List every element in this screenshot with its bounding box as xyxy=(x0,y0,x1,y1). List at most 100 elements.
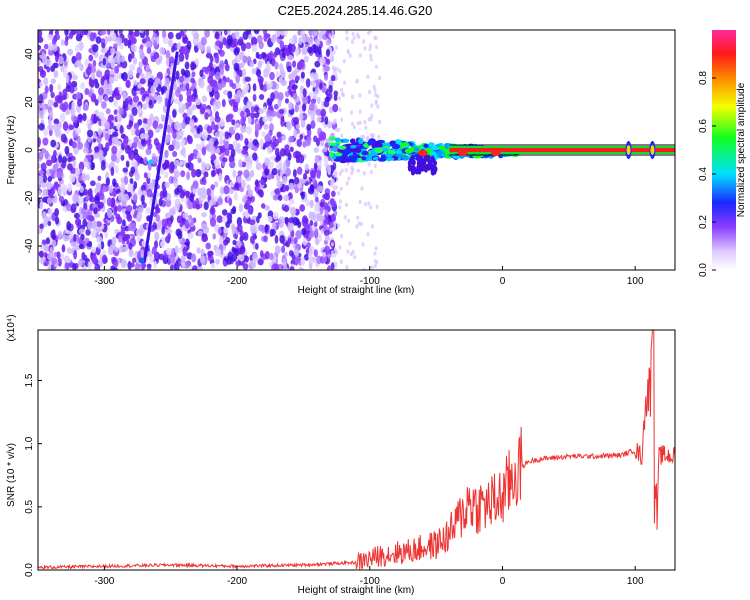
spectrogram-cell xyxy=(146,188,153,198)
spectrogram-cell xyxy=(255,242,259,250)
spectrogram-cell xyxy=(375,259,379,265)
spectrogram-cell xyxy=(48,42,54,51)
x-tick-label: -200 xyxy=(227,276,247,287)
spectrogram-cell xyxy=(266,146,273,155)
spectrogram-cell xyxy=(243,169,250,179)
spectrogram-cell xyxy=(274,30,281,38)
spectrogram-cell xyxy=(358,199,362,205)
spectrogram-cell xyxy=(103,79,108,89)
spectrogram-cell xyxy=(232,169,237,178)
spectrogram-cell xyxy=(234,122,240,129)
spectrogram-cell xyxy=(326,265,333,270)
spectrogram-cell xyxy=(151,178,156,187)
spectrogram-cell xyxy=(400,142,410,147)
spectrogram-cell xyxy=(311,81,317,88)
spectrogram-cell xyxy=(107,208,113,219)
spectrogram-cell xyxy=(169,264,174,270)
spectrogram-cell xyxy=(145,71,152,78)
spectrogram-cell xyxy=(363,202,367,207)
spectrogram-cell xyxy=(318,82,323,90)
spectrogram-cell xyxy=(267,98,273,105)
spectrogram-cell xyxy=(284,47,291,57)
x-tick-label: -300 xyxy=(94,576,114,587)
spectrogram-cell xyxy=(261,224,266,234)
spectrogram-cell xyxy=(98,149,104,158)
spectrogram-cell xyxy=(312,189,319,198)
spectrogram-cell xyxy=(65,35,69,41)
spectrogram-cell xyxy=(94,145,100,153)
spectrogram-cell xyxy=(127,183,134,193)
spectrogram-cell xyxy=(342,59,346,64)
spectrogram-cell xyxy=(93,207,98,215)
spectrogram-cell xyxy=(155,207,161,214)
spectrogram-cell xyxy=(251,44,258,53)
colorbar-label: Normalized spectral amplitude xyxy=(736,82,747,217)
spectrogram-cell xyxy=(57,83,62,91)
spectrogram-cell xyxy=(288,249,294,257)
spectrogram-cell xyxy=(97,201,104,209)
spectrogram-cell xyxy=(271,167,278,176)
spectrogram-cell xyxy=(295,48,300,57)
spectrogram-cell xyxy=(96,70,103,78)
spectrogram-cell xyxy=(236,216,243,227)
spectrogram-cell xyxy=(131,107,138,117)
spectrogram-cell xyxy=(264,224,269,233)
spectrogram-cell xyxy=(52,163,59,173)
spectrogram-cell xyxy=(76,234,80,243)
spectrogram-cell xyxy=(282,175,288,184)
spectrogram-cell xyxy=(60,65,65,73)
spectrogram-cell xyxy=(223,227,229,234)
spectrogram-cell xyxy=(209,217,217,227)
spectrogram-cell xyxy=(145,147,152,156)
spectrogram-cell xyxy=(153,52,160,59)
spectrogram-cell xyxy=(213,181,219,188)
spectrogram-cell xyxy=(181,262,186,269)
spectrogram-cell xyxy=(401,154,409,161)
spectrogram-cell xyxy=(164,77,170,86)
spectrogram-cell xyxy=(307,46,313,54)
snr-y-ticks: 0.0 0.5 1.0 1.5 xyxy=(24,373,42,577)
spectrogram-cell xyxy=(236,224,243,233)
x-tick-label: -100 xyxy=(360,276,380,287)
spectrogram-cell xyxy=(174,198,180,205)
spectrogram-cell xyxy=(38,30,43,39)
spectrogram-cell xyxy=(331,30,335,35)
spectrogram-cell xyxy=(209,55,214,63)
spectrogram-cell xyxy=(334,137,341,142)
spectrogram-cell xyxy=(133,122,140,130)
spectrogram-cell xyxy=(255,51,260,59)
spectrogram-cell xyxy=(288,182,294,191)
spectrogram-cell xyxy=(43,77,49,86)
spectrogram-cell xyxy=(108,136,113,146)
spectrogram-cell xyxy=(289,266,295,270)
spectrogram-cell xyxy=(85,66,92,76)
snr-series-line xyxy=(38,330,675,570)
spectrogram-cell xyxy=(186,199,191,206)
spectrogram-cell xyxy=(337,191,341,196)
spectrogram-cell xyxy=(284,251,288,258)
spectrogram-cell xyxy=(412,165,417,172)
spectrogram-cell xyxy=(313,249,318,258)
spectrogram-cell xyxy=(56,171,63,179)
spectrogram-cell xyxy=(422,157,427,164)
spectrogram-cell xyxy=(145,96,150,105)
spectrogram-cell xyxy=(116,150,122,159)
spectrogram-cell xyxy=(43,128,49,136)
spectrogram-cell xyxy=(333,118,337,123)
spectrogram-cell xyxy=(38,44,42,51)
spectrogram-cell xyxy=(231,119,236,126)
spectrogram-cell xyxy=(129,64,136,71)
spectrogram-cell xyxy=(73,249,77,260)
spectrogram-cell xyxy=(274,147,280,157)
spectrogram-cell xyxy=(239,235,244,243)
spectrogram-cell xyxy=(77,98,83,107)
spectrogram-cell xyxy=(185,162,190,169)
spectrogram-cell xyxy=(38,250,44,258)
spectrogram-cell xyxy=(210,154,217,161)
spectrogram-cell xyxy=(69,84,75,94)
spectrogram-cell xyxy=(348,53,352,58)
spectrogram-cell xyxy=(46,66,51,73)
spectrogram-cell xyxy=(268,252,274,261)
spectrogram-cell xyxy=(174,245,179,254)
spectrogram-cell xyxy=(248,138,253,144)
